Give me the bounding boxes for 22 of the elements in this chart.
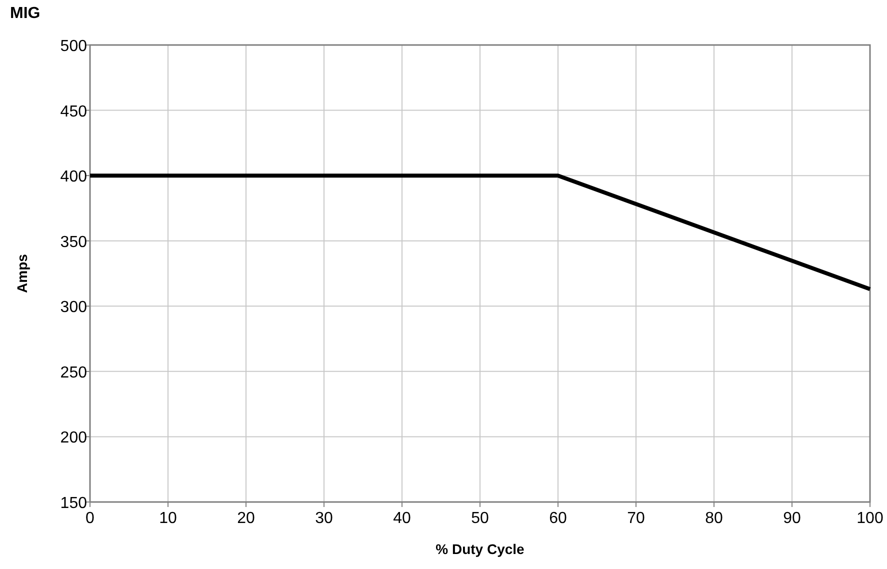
x-axis-title: % Duty Cycle bbox=[436, 541, 525, 557]
x-tick-label: 20 bbox=[237, 510, 255, 527]
x-tick-label: 40 bbox=[393, 510, 411, 527]
y-axis-title: Amps bbox=[14, 254, 30, 293]
x-tick-label: 30 bbox=[315, 510, 333, 527]
y-tick-label: 200 bbox=[60, 430, 88, 447]
y-tick-label: 350 bbox=[60, 234, 88, 251]
chart-title: MIG bbox=[10, 5, 40, 22]
y-tick-label: 150 bbox=[60, 495, 88, 512]
x-tick-label: 10 bbox=[159, 510, 177, 527]
x-tick-label: 70 bbox=[627, 510, 645, 527]
x-tick-label: 80 bbox=[705, 510, 723, 527]
y-tick-label: 450 bbox=[60, 103, 88, 120]
x-tick-label: 90 bbox=[783, 510, 801, 527]
x-tick-label: 0 bbox=[86, 510, 95, 527]
y-tick-label: 500 bbox=[60, 38, 88, 55]
y-tick-label: 400 bbox=[60, 168, 88, 186]
y-tick-label: 300 bbox=[60, 299, 88, 316]
y-tick-label: 250 bbox=[60, 364, 88, 382]
x-tick-label: 50 bbox=[471, 510, 489, 527]
x-tick-label: 60 bbox=[549, 510, 567, 527]
x-tick-label: 100 bbox=[856, 510, 884, 527]
